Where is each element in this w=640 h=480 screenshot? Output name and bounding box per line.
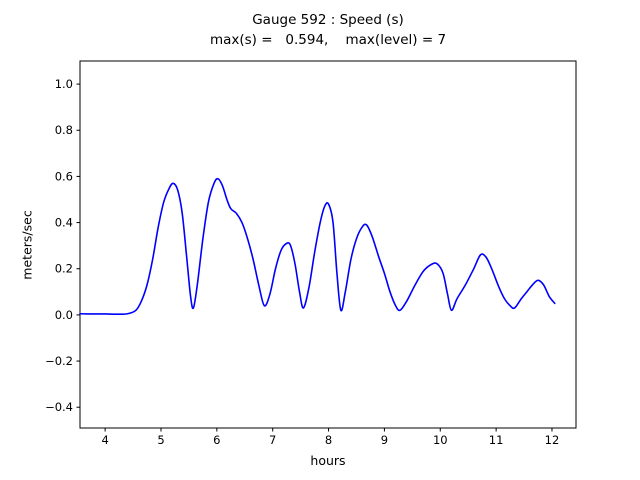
y-tick-label: 0.2 <box>55 262 73 276</box>
y-tick-label: 0.0 <box>55 308 73 322</box>
x-tick-label: 5 <box>157 433 164 447</box>
speed-line <box>79 177 556 316</box>
x-tick-label: 6 <box>213 433 220 447</box>
x-tick-label: 9 <box>381 433 388 447</box>
y-tick-label: 0.4 <box>55 216 73 230</box>
y-tick-label: 0.8 <box>55 123 73 137</box>
y-tick-label: −0.2 <box>45 354 73 368</box>
axes-frame <box>79 60 577 429</box>
x-tick-label: 4 <box>101 433 108 447</box>
x-tick-label: 12 <box>545 433 560 447</box>
x-tick-label: 11 <box>489 433 504 447</box>
x-tick-label: 7 <box>269 433 276 447</box>
chart-title: Gauge 592 : Speed (s) <box>252 12 404 28</box>
y-axis-label: meters/sec <box>19 210 35 280</box>
y-tick-label: −0.4 <box>45 400 73 414</box>
y-tick-label: 0.6 <box>55 169 73 183</box>
x-tick-label: 8 <box>325 433 332 447</box>
x-tick-label: 10 <box>433 433 448 447</box>
x-axis-label: hours <box>310 453 346 468</box>
y-tick-label: 1.0 <box>55 77 73 91</box>
chart-subtitle: max(s) = 0.594, max(level) = 7 <box>209 32 447 48</box>
